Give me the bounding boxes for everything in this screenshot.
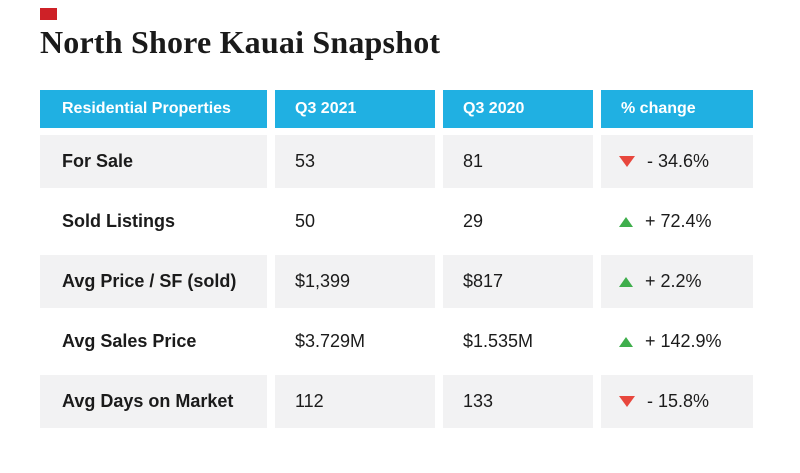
value-q3-2020: $817	[443, 255, 593, 308]
trend-down-icon	[619, 156, 635, 167]
value-q3-2020: 29	[463, 211, 484, 231]
change-value: + 142.9%	[645, 331, 722, 351]
value-q3-2021: 53	[275, 135, 435, 188]
value-q3-2020: $1.535M	[463, 331, 534, 351]
trend-up-icon	[619, 336, 633, 347]
header-residential-properties: Residential Properties	[40, 90, 267, 128]
change-value: - 15.8%	[647, 391, 710, 411]
header-q3-2020: Q3 2020	[443, 90, 593, 128]
change-value: + 72.4%	[645, 211, 712, 231]
header-pct-change: % change	[601, 90, 753, 128]
row-label: Avg Days on Market	[40, 375, 267, 428]
brand-logo-square-icon	[40, 8, 57, 20]
page-title: North Shore Kauai Snapshot	[40, 24, 441, 60]
change-cell: - 15.8%	[601, 375, 753, 428]
header-q3-2021: Q3 2021	[275, 90, 435, 128]
row-label: Sold Listings	[62, 211, 176, 231]
change-value: - 34.6%	[647, 151, 710, 171]
trend-down-icon	[619, 396, 635, 407]
change-cell: + 72.4%	[601, 195, 753, 248]
trend-up-icon	[619, 216, 633, 227]
change-cell: - 34.6%	[601, 135, 753, 188]
row-label: Avg Price / SF (sold)	[40, 255, 267, 308]
value-q3-2021: $3.729M	[295, 331, 366, 351]
snapshot-table: Residential Properties Q3 2021 Q3 2020 %…	[40, 90, 753, 428]
row-label: Avg Sales Price	[62, 331, 197, 351]
change-value: + 2.2%	[645, 271, 702, 291]
value-q3-2020: 81	[443, 135, 593, 188]
value-q3-2021: 112	[275, 375, 435, 428]
change-cell: + 2.2%	[601, 255, 753, 308]
value-q3-2021: 50	[295, 211, 316, 231]
row-label: For Sale	[40, 135, 267, 188]
trend-up-icon	[619, 276, 633, 287]
value-q3-2020: 133	[443, 375, 593, 428]
value-q3-2021: $1,399	[275, 255, 435, 308]
change-cell: + 142.9%	[601, 315, 753, 368]
